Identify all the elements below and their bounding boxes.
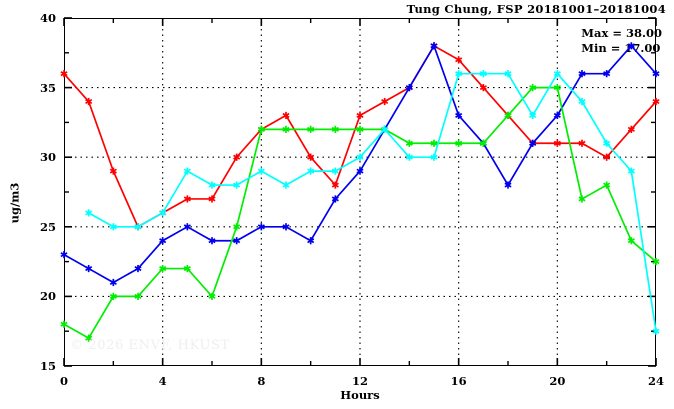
y-tick-label: 20 [39, 289, 56, 304]
y-tick-label: 15 [39, 359, 56, 373]
x-tick-label: 4 [158, 374, 167, 388]
chart-title: Tung Chung, FSP 20181001–20181004 [406, 2, 666, 16]
watermark: © 2026 ENVF, HKUST [70, 338, 230, 353]
x-tick-label: 8 [257, 374, 266, 388]
y-tick-label: 30 [39, 150, 56, 165]
x-tick-label: 24 [647, 374, 664, 388]
x-tick-label: 16 [450, 374, 467, 388]
y-tick-label: 40 [39, 11, 56, 25]
x-tick-label: 12 [351, 374, 368, 388]
max-value-label: Max = 38.00 [581, 26, 662, 40]
x-tick-label: 0 [59, 374, 68, 388]
plot-area [64, 18, 656, 366]
y-axis-label: ug/m3 [7, 182, 22, 224]
y-tick-label: 25 [39, 219, 56, 234]
y-tick-label: 35 [39, 80, 56, 95]
x-axis-label: Hours [340, 388, 380, 402]
x-tick-label: 20 [549, 374, 566, 388]
